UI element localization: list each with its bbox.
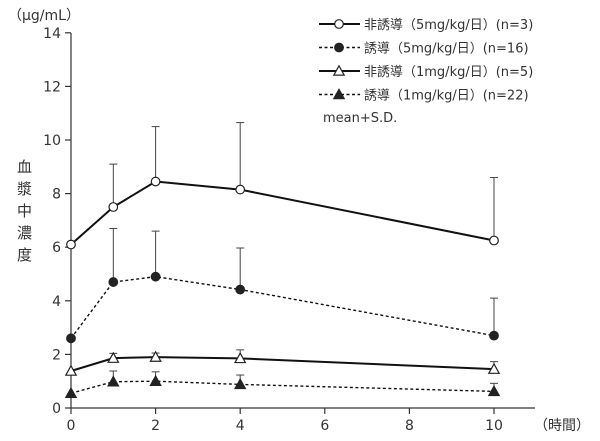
y-axis-unit: （μg/mL）: [8, 8, 80, 24]
legend-marker: [334, 42, 344, 53]
legend-label: 非誘導（5mg/kg/日）(n=3): [364, 18, 533, 33]
y-axis-label-char: 血: [17, 158, 32, 176]
legend-label: 誘導（1mg/kg/日）(n=22): [364, 89, 529, 104]
legend: 非誘導（5mg/kg/日）(n=3) 誘導（5mg/kg/日）(n=16) 非誘導（…: [319, 18, 533, 126]
data-point: [66, 333, 76, 344]
x-tick-label: 4: [236, 418, 245, 434]
legend-label: 非誘導（1mg/kg/日）(n=5): [364, 65, 533, 80]
data-point: [150, 271, 161, 282]
series-lines: [70, 180, 495, 394]
error-bars: [109, 122, 498, 392]
y-axis-label-char: 漿: [17, 180, 32, 198]
data-point: [150, 176, 161, 187]
legend-note: mean+S.D.: [323, 111, 397, 126]
data-point: [233, 377, 247, 390]
x-tick-label: 0: [67, 418, 76, 434]
data-point: [108, 202, 119, 212]
y-tick-label: 2: [52, 347, 61, 363]
y-tick-label: 10: [43, 133, 61, 149]
y-tick-label: 14: [43, 26, 61, 42]
data-point: [487, 362, 501, 374]
data-point: [107, 351, 120, 363]
y-tick-label: 12: [43, 79, 61, 95]
x-tick-label: 10: [485, 418, 503, 434]
x-tick-label: 6: [320, 418, 329, 434]
legend-marker: [332, 88, 346, 100]
y-tick-label: 8: [52, 187, 61, 203]
y-ticks: 0 2 4 6 8 10 12 14: [43, 26, 71, 417]
x-tick-label: 2: [151, 418, 160, 434]
data-point: [489, 330, 499, 341]
y-tick-label: 6: [52, 240, 61, 256]
data-markers: [64, 176, 501, 399]
series-line-2: [70, 275, 495, 339]
data-point: [66, 239, 76, 250]
data-point: [489, 235, 499, 246]
x-ticks: 0 2 4 6 8 10: [67, 408, 503, 434]
y-axis-label-char: 中: [17, 202, 32, 220]
x-axis-unit: （時間）: [534, 418, 590, 434]
data-point: [108, 277, 119, 287]
data-point: [64, 386, 78, 399]
legend-label: 誘導（5mg/kg/日）(n=16): [364, 42, 529, 57]
data-point: [107, 375, 120, 387]
legend-marker: [334, 19, 344, 29]
data-point: [487, 384, 501, 397]
x-tick-label: 8: [405, 418, 414, 434]
y-axis-label-char: 度: [17, 246, 32, 264]
y-tick-label: 0: [52, 401, 61, 417]
data-point: [233, 351, 247, 364]
data-point: [235, 284, 246, 295]
y-tick-label: 4: [52, 294, 61, 310]
y-axis-label-char: 濃: [17, 224, 32, 242]
data-point: [64, 364, 78, 376]
data-point: [235, 184, 246, 195]
series-line-1: [70, 180, 495, 246]
data-point: [149, 350, 162, 362]
series-line-3: [70, 356, 495, 372]
legend-marker: [332, 64, 346, 76]
series-line-4: [70, 380, 495, 394]
data-point: [149, 374, 162, 386]
